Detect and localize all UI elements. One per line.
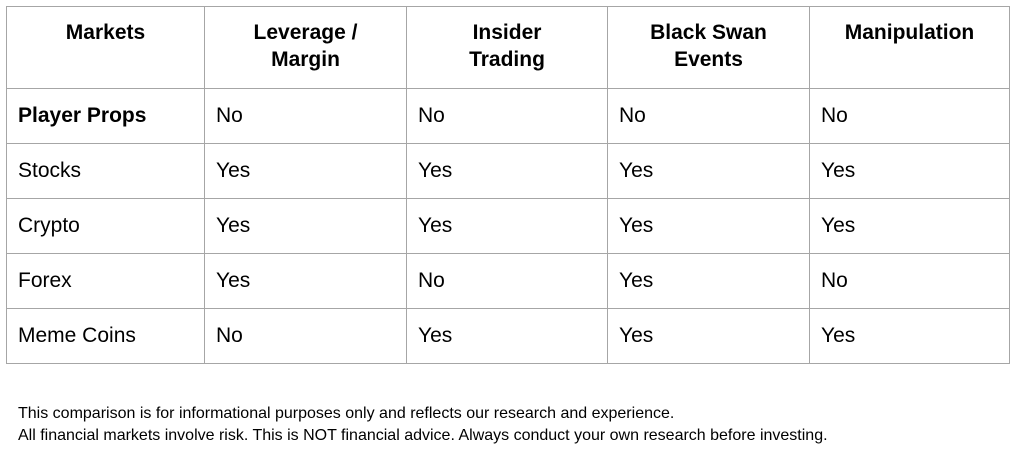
table-row-crypto: Crypto Yes Yes Yes Yes xyxy=(6,198,1010,254)
column-header-black-swan-events: Black Swan Events xyxy=(607,6,810,89)
cell-player-props-manipulation: No xyxy=(809,88,1010,144)
cell-meme-coins-leverage-margin: No xyxy=(204,308,407,364)
cell-crypto-black-swan-events: Yes xyxy=(607,198,810,254)
column-header-leverage-margin: Leverage / Margin xyxy=(204,6,407,89)
cell-meme-coins-insider-trading: Yes xyxy=(406,308,608,364)
disclaimer: This comparison is for informational pur… xyxy=(18,403,828,446)
table-row-player-props: Player Props No No No No xyxy=(6,88,1010,144)
cell-player-props-insider-trading: No xyxy=(406,88,608,144)
disclaimer-line-1: This comparison is for informational pur… xyxy=(18,405,675,422)
header-row: Markets Leverage / Margin Insider Trading B… xyxy=(6,6,1010,89)
row-label-player-props: Player Props xyxy=(6,88,205,144)
row-label-forex: Forex xyxy=(6,253,205,309)
cell-meme-coins-black-swan-events: Yes xyxy=(607,308,810,364)
cell-player-props-black-swan-events: No xyxy=(607,88,810,144)
cell-meme-coins-manipulation: Yes xyxy=(809,308,1010,364)
column-header-markets: Markets xyxy=(6,6,205,89)
table-row-meme-coins: Meme Coins No Yes Yes Yes xyxy=(6,308,1010,364)
cell-crypto-leverage-margin: Yes xyxy=(204,198,407,254)
row-label-stocks: Stocks xyxy=(6,143,205,199)
cell-player-props-leverage-margin: No xyxy=(204,88,407,144)
cell-crypto-insider-trading: Yes xyxy=(406,198,608,254)
cell-forex-manipulation: No xyxy=(809,253,1010,309)
cell-stocks-insider-trading: Yes xyxy=(406,143,608,199)
disclaimer-line-2: All financial markets involve risk. This… xyxy=(18,426,828,444)
cell-stocks-manipulation: Yes xyxy=(809,143,1010,199)
table-row-stocks: Stocks Yes Yes Yes Yes xyxy=(6,143,1010,199)
row-label-crypto: Crypto xyxy=(6,198,205,254)
table-row-forex: Forex Yes No Yes No xyxy=(6,253,1010,309)
row-label-meme-coins: Meme Coins xyxy=(6,308,205,364)
markets-comparison-table: Markets Leverage / Margin Insider Trading B… xyxy=(6,6,1010,364)
cell-forex-leverage-margin: Yes xyxy=(204,253,407,309)
cell-stocks-leverage-margin: Yes xyxy=(204,143,407,199)
cell-stocks-black-swan-events: Yes xyxy=(607,143,810,199)
cell-crypto-manipulation: Yes xyxy=(809,198,1010,254)
column-header-manipulation: Manipulation xyxy=(809,6,1010,89)
cell-forex-black-swan-events: Yes xyxy=(607,253,810,309)
column-header-insider-trading: Insider Trading xyxy=(406,6,608,89)
cell-forex-insider-trading: No xyxy=(406,253,608,309)
